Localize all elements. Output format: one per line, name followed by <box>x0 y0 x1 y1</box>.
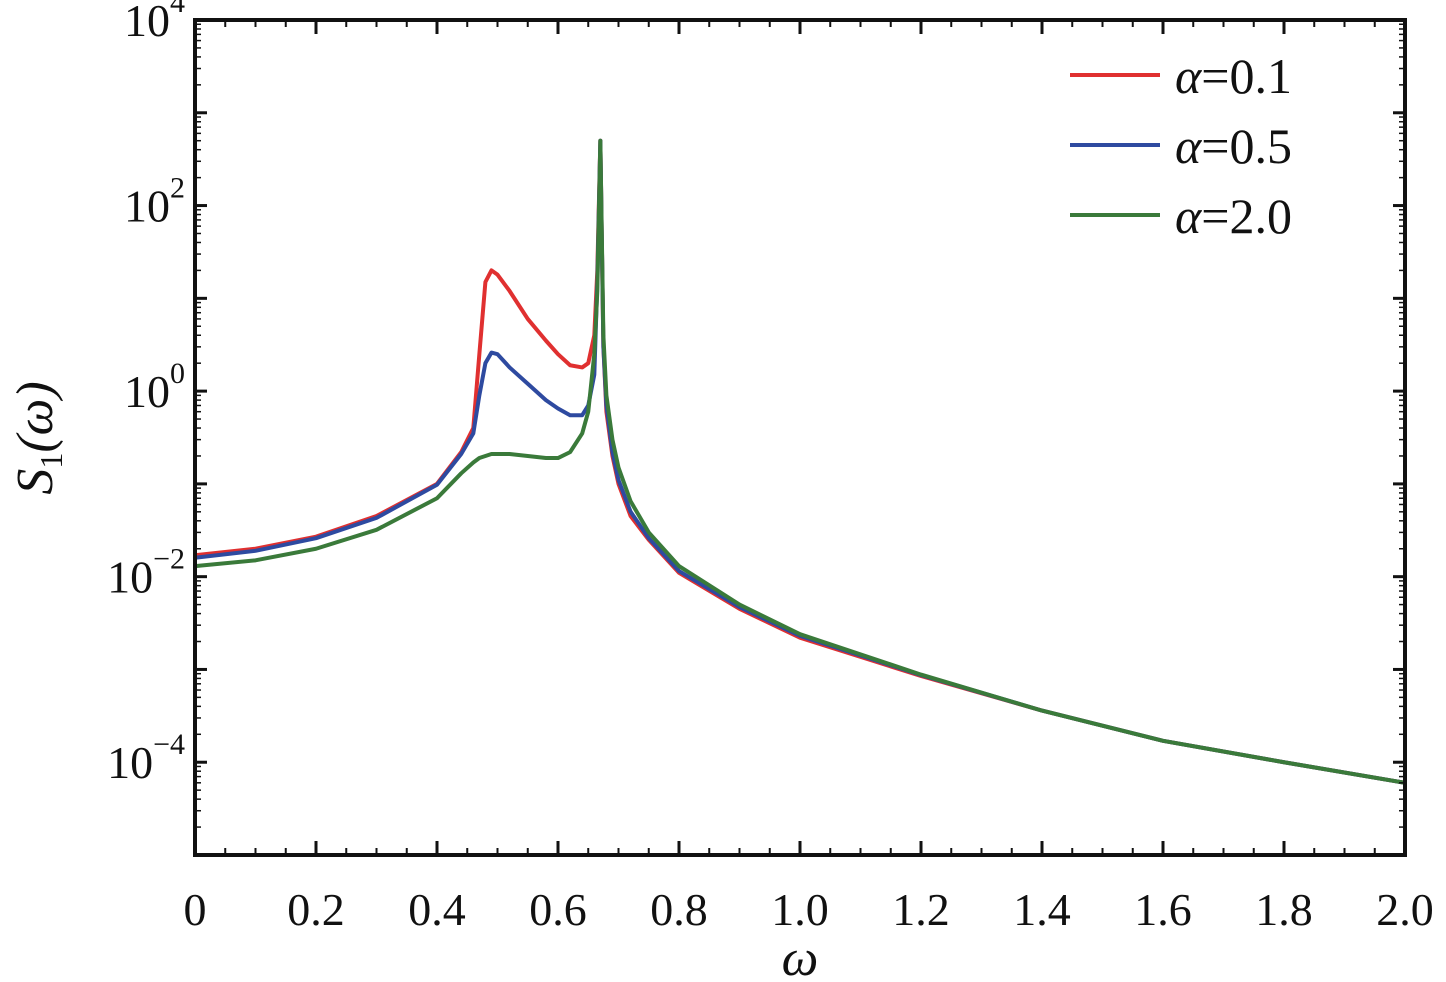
y-tick-label: 104 <box>124 0 185 46</box>
y-axis-label: S1(ω) <box>7 381 69 494</box>
x-tick-label: 1.6 <box>1134 884 1192 935</box>
x-tick-label: 0 <box>184 884 207 935</box>
x-tick-label: 1.4 <box>1013 884 1071 935</box>
x-tick-label: 0.6 <box>529 884 587 935</box>
series-layer <box>193 138 1407 785</box>
legend-label-1: α=0.1 <box>1175 48 1292 104</box>
x-tick-labels: 0 0.2 0.4 0.6 0.8 1.0 1.2 1.4 1.6 1.8 2.0 <box>184 884 1434 935</box>
y-tick-label: 10−4 <box>107 728 185 788</box>
tick-layer <box>193 18 1407 857</box>
y-axis-label-sub: 1 <box>33 453 69 469</box>
x-tick-label: 0.4 <box>408 884 466 935</box>
series-line-3 <box>193 138 1407 785</box>
x-tick-label: 1.0 <box>771 884 829 935</box>
x-axis-label: ω <box>782 930 819 982</box>
legend-label-3: α=2.0 <box>1175 188 1292 244</box>
y-tick-label: 100 <box>124 357 185 417</box>
y-axis-label-main: S <box>7 469 64 495</box>
x-tick-label: 0.8 <box>650 884 708 935</box>
y-tick-labels: 104 102 100 10−2 10−4 <box>107 0 185 788</box>
x-tick-label: 1.8 <box>1255 884 1313 935</box>
x-tick-label: 0.2 <box>287 884 345 935</box>
y-tick-label: 102 <box>124 172 185 232</box>
x-tick-label: 2.0 <box>1376 884 1434 935</box>
legend-label-2: α=0.5 <box>1175 118 1292 174</box>
x-tick-label: 1.2 <box>892 884 950 935</box>
legend: α=0.1 α=0.5 α=2.0 <box>1070 48 1292 244</box>
y-tick-label: 10−2 <box>107 543 185 603</box>
y-axis-label-tail: (ω) <box>7 381 64 452</box>
